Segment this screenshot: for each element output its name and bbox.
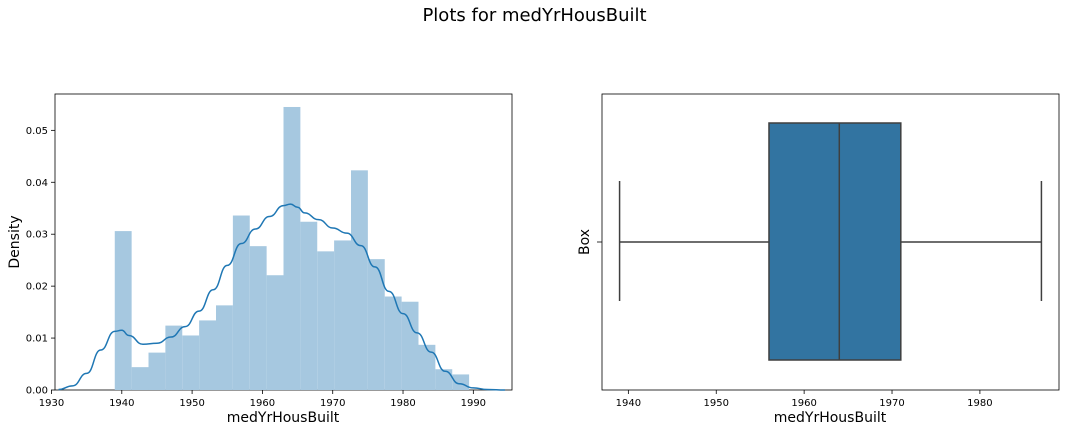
histogram-bar <box>114 231 132 390</box>
boxplot-y-axis-label: Box <box>577 229 593 255</box>
histogram-y-tick-label: 0.03 <box>26 230 48 241</box>
histogram-bar <box>232 215 250 390</box>
histogram-bar <box>401 301 419 390</box>
histogram-bar <box>435 369 453 390</box>
histogram-bar <box>334 240 351 390</box>
histogram-bar <box>131 367 149 390</box>
histogram-bar <box>283 106 301 390</box>
kde-curve-group <box>58 203 505 391</box>
histogram-x-tick-label: 1980 <box>390 398 415 409</box>
boxplot-x-tick-label: 1940 <box>616 398 641 409</box>
histogram-x-tick-label: 1960 <box>250 398 275 409</box>
boxplot-panel: 1940 1950 1960 1970 1980 medYrHousBuilt Box <box>577 93 1060 426</box>
histogram-bar <box>216 305 233 390</box>
histogram-bar <box>418 344 436 390</box>
histogram-x-axis-label: medYrHousBuilt <box>227 410 340 426</box>
boxplot-x-tick-label: 1970 <box>879 398 904 409</box>
boxplot-x-axis-label: medYrHousBuilt <box>774 410 887 426</box>
histogram-x-ticks: 1930 1940 1950 1960 1970 1980 1990 <box>39 390 486 409</box>
histogram-bar <box>148 352 166 390</box>
figure-title: Plots for medYrHousBuilt <box>422 5 647 26</box>
boxplot-box <box>768 122 902 361</box>
histogram-bars <box>114 106 470 390</box>
histogram-bar <box>199 320 217 390</box>
histogram-bar <box>452 374 470 390</box>
histogram-x-tick-label: 1950 <box>179 398 204 409</box>
boxplot-x-tick-label: 1980 <box>967 398 992 409</box>
histogram-y-tick-label: 0.00 <box>26 386 48 397</box>
histogram-y-tick-label: 0.02 <box>26 282 48 293</box>
histogram-y-ticks: 0.00 0.01 0.02 0.03 0.04 0.05 <box>26 126 55 397</box>
histogram-bar <box>300 221 318 390</box>
boxplot-elements <box>618 122 1043 361</box>
histogram-panel: 1930 1940 1950 1960 1970 1980 1990 0.000.010.0… <box>7 93 513 426</box>
histogram-x-tick-label: 1990 <box>461 398 486 409</box>
histogram-bar <box>165 325 183 390</box>
histogram-y-tick-label: 0.01 <box>26 334 48 345</box>
histogram-bar <box>367 259 385 390</box>
histogram-bar <box>182 335 200 390</box>
histogram-bar <box>317 251 335 390</box>
histogram-y-tick-label: 0.04 <box>26 178 48 189</box>
boxplot-x-tick-label: 1950 <box>704 398 729 409</box>
boxplot-x-ticks: 1940 1950 1960 1970 1980 <box>616 390 993 409</box>
histogram-x-tick-label: 1970 <box>320 398 345 409</box>
histogram-x-tick-label: 1940 <box>109 398 134 409</box>
histogram-y-axis-label: Density <box>7 215 23 268</box>
kde-curve <box>58 203 505 391</box>
histogram-bar <box>249 246 267 390</box>
histogram-x-tick-label: 1930 <box>39 398 64 409</box>
histogram-y-tick-label: 0.05 <box>26 126 48 137</box>
boxplot-x-tick-label: 1960 <box>791 398 816 409</box>
histogram-bar <box>350 170 368 390</box>
histogram-bar <box>266 275 284 390</box>
histogram-bar <box>384 296 402 390</box>
